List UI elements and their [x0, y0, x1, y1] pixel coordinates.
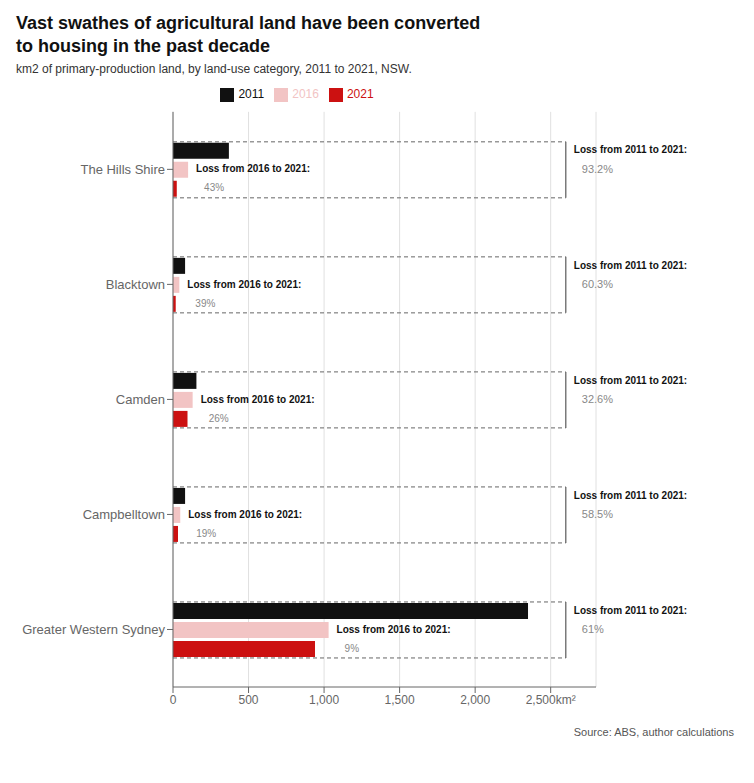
svg-text:43%: 43% [204, 182, 224, 193]
svg-text:0: 0 [170, 693, 177, 707]
svg-text:The Hills Shire: The Hills Shire [80, 162, 165, 177]
svg-text:61%: 61% [582, 623, 604, 635]
html-text:2011: 2011 [238, 87, 265, 101]
svg-text:Loss from 2011 to 2021:: Loss from 2011 to 2021: [574, 260, 687, 271]
svg-text:26%: 26% [209, 413, 229, 424]
svg-text:Loss from 2016 to 2021:: Loss from 2016 to 2021: [188, 509, 302, 520]
svg-text:Loss from 2011 to 2021:: Loss from 2011 to 2021: [574, 375, 687, 386]
html-text:Source: ABS, author calculatio: Source: ABS, author calculations [573, 726, 734, 738]
html-text:Vast swathes of agricultural l: Vast swathes of agricultural land have b… [16, 13, 481, 33]
svg-text:Campbelltown: Campbelltown [83, 507, 165, 522]
svg-text:1,000: 1,000 [309, 693, 339, 707]
svg-text:1,500: 1,500 [385, 693, 415, 707]
svg-text:93.2%: 93.2% [582, 163, 613, 175]
svg-text:Blacktown: Blacktown [106, 277, 165, 292]
svg-text:2,500km²: 2,500km² [526, 693, 576, 707]
html-text:2016: 2016 [292, 87, 319, 101]
svg-text:9%: 9% [345, 643, 360, 654]
svg-text:60.3%: 60.3% [582, 278, 613, 290]
svg-text:Loss from 2011 to 2021:: Loss from 2011 to 2021: [574, 144, 687, 155]
svg-text:32.6%: 32.6% [582, 393, 613, 405]
svg-text:2,000: 2,000 [460, 693, 490, 707]
svg-text:Loss from 2016 to 2021:: Loss from 2016 to 2021: [337, 624, 451, 635]
html-text:to housing in the past decade: to housing in the past decade [16, 36, 270, 56]
svg-text:Loss from 2016 to 2021:: Loss from 2016 to 2021: [201, 394, 315, 405]
svg-text:Greater Western Sydney: Greater Western Sydney [22, 622, 165, 637]
html-text:2021: 2021 [346, 87, 374, 101]
svg-text:39%: 39% [195, 298, 215, 309]
svg-text:Camden: Camden [116, 392, 165, 407]
svg-text:19%: 19% [196, 528, 216, 539]
svg-text:Loss from 2016 to 2021:: Loss from 2016 to 2021: [187, 279, 301, 290]
svg-text:58.5%: 58.5% [582, 508, 613, 520]
svg-text:500: 500 [239, 693, 259, 707]
svg-text:Loss from 2016 to 2021:: Loss from 2016 to 2021: [196, 163, 310, 174]
svg-text:Loss from 2011 to 2021:: Loss from 2011 to 2021: [574, 605, 687, 616]
html-text:km2 of primary-production land: km2 of primary-production land, by land-… [16, 62, 412, 76]
svg-text:Loss from 2011 to 2021:: Loss from 2011 to 2021: [574, 490, 687, 501]
